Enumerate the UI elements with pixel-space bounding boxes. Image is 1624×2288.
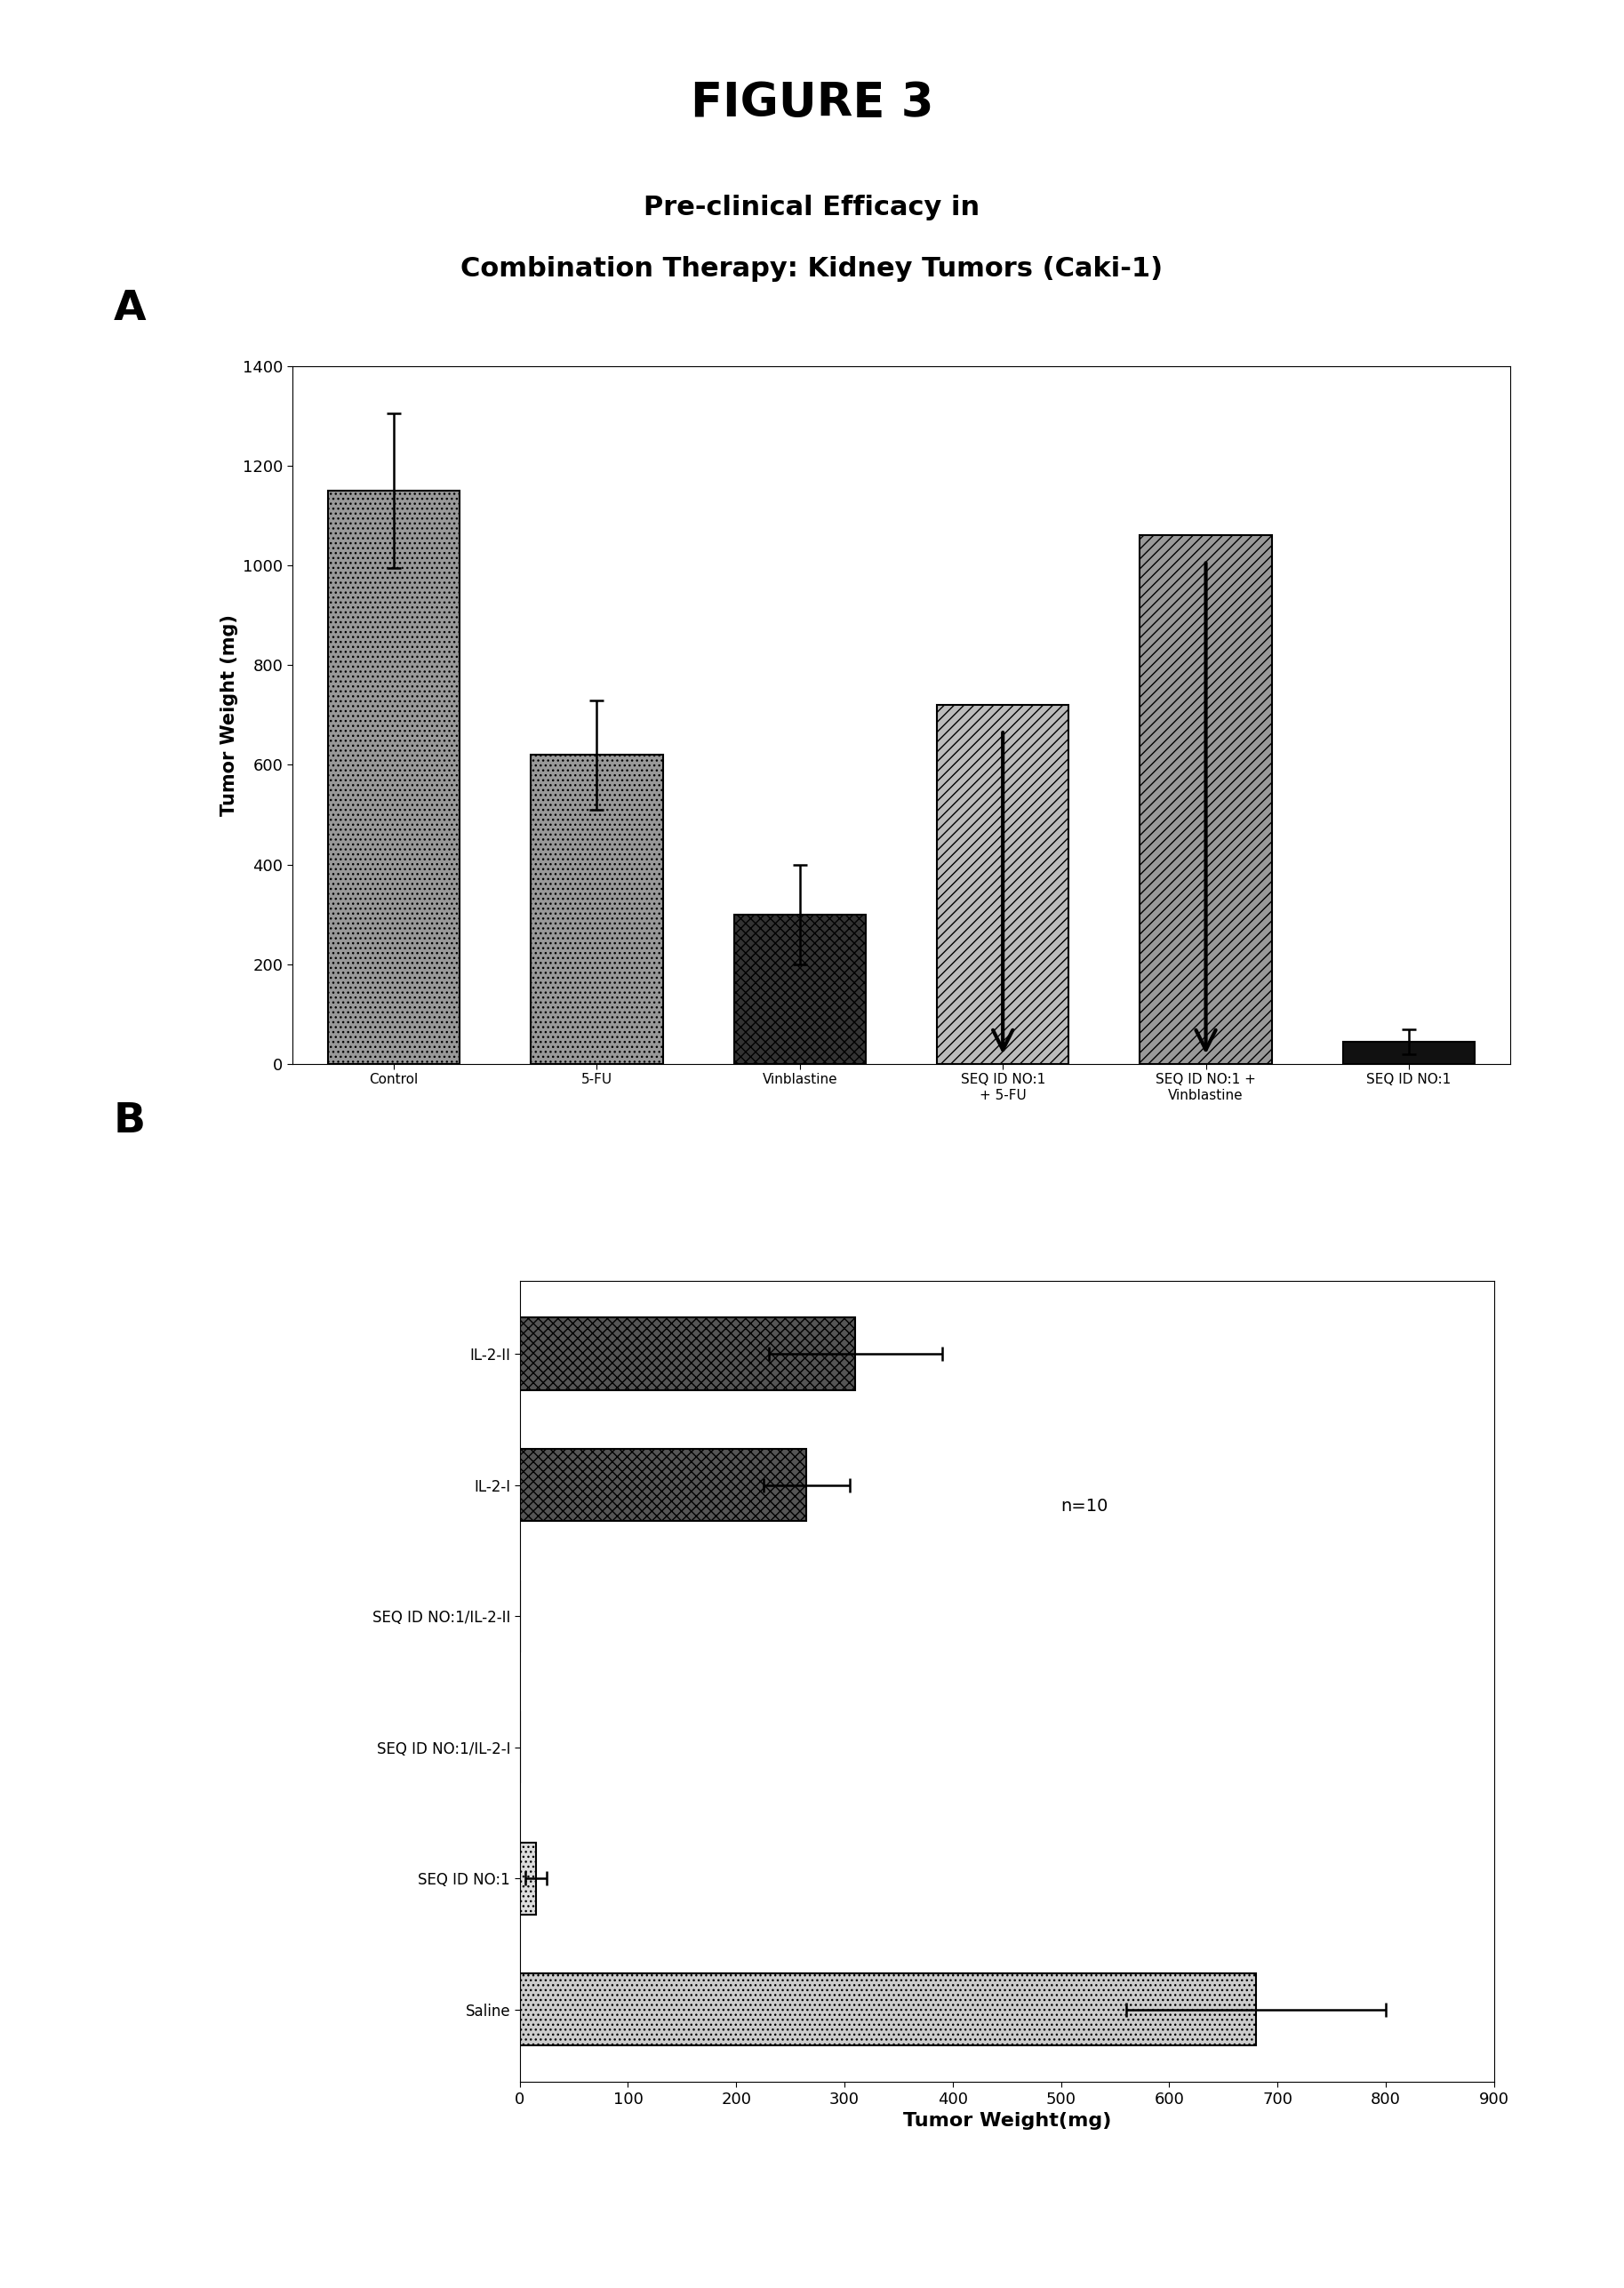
Bar: [1140, 535, 1272, 1064]
Y-axis label: Tumor Weight (mg): Tumor Weight (mg): [219, 613, 237, 817]
Bar: [520, 1842, 536, 1915]
Text: Combination Therapy: Kidney Tumors (Caki-1): Combination Therapy: Kidney Tumors (Caki…: [461, 256, 1163, 281]
Bar: [328, 490, 460, 1064]
Text: B: B: [114, 1101, 146, 1142]
Bar: [520, 1975, 1255, 2045]
Bar: [531, 755, 663, 1064]
Bar: [937, 705, 1069, 1064]
Text: Pre-clinical Efficacy in: Pre-clinical Efficacy in: [645, 194, 979, 220]
Text: FIGURE 3: FIGURE 3: [690, 80, 934, 126]
Bar: [520, 1448, 807, 1522]
Bar: [1343, 1041, 1475, 1064]
X-axis label: Tumor Weight(mg): Tumor Weight(mg): [903, 2112, 1111, 2130]
Text: A: A: [114, 288, 146, 329]
Bar: [734, 915, 866, 1064]
Bar: [520, 1318, 856, 1389]
Text: n=10: n=10: [1060, 1499, 1109, 1515]
